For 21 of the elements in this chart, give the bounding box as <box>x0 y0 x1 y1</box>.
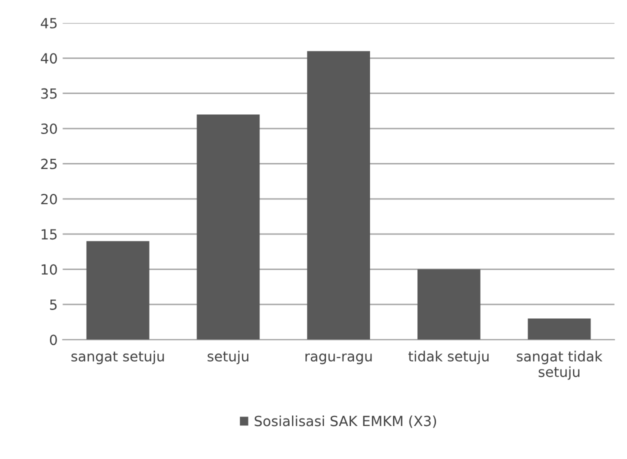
bar <box>86 241 150 340</box>
x-tick-label: setuju <box>208 350 248 364</box>
y-tick-label: 20 <box>41 194 57 204</box>
y-tick-label: 35 <box>41 88 57 99</box>
x-tick-label: sangat setuju <box>71 350 164 364</box>
y-tick-label: 5 <box>50 300 57 310</box>
y-tick-label: 30 <box>41 123 57 134</box>
y-tick-label: 25 <box>41 158 57 170</box>
bar <box>417 269 480 340</box>
bar <box>528 318 591 340</box>
y-tick-label: 40 <box>40 53 57 64</box>
x-tick-label: ragu-ragu <box>305 354 372 364</box>
x-tick-label: sangat tidak setuju <box>516 350 602 380</box>
x-tick-label: tidak setuju <box>408 350 489 364</box>
y-tick-label: 0 <box>50 334 57 346</box>
y-tick-label: 10 <box>42 264 57 275</box>
bar <box>196 114 260 340</box>
y-tick-label: 45 <box>40 18 57 28</box>
y-tick-label: 15 <box>42 229 57 240</box>
bar <box>307 51 370 340</box>
legend-label: Sosialisasi SAK EMKM (X3) <box>254 416 436 428</box>
